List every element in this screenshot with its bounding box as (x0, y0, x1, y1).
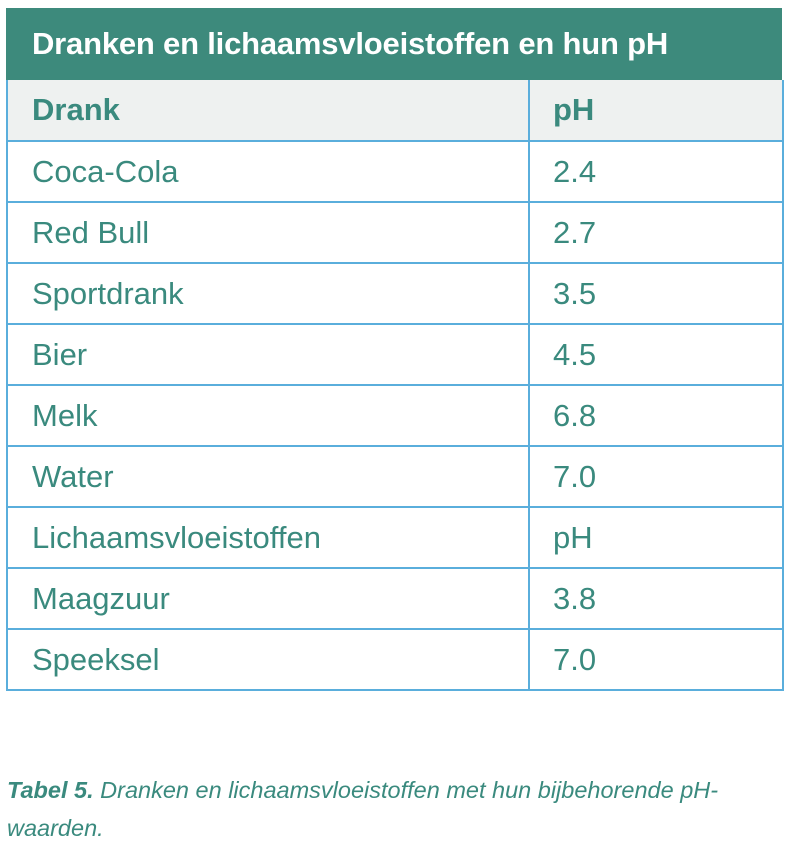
row-name: Maagzuur (6, 567, 530, 630)
table-row: Maagzuur 3.8 (6, 567, 784, 630)
caption-text: Dranken en lichaamsvloeistoffen met hun … (7, 777, 719, 841)
row-name: Melk (6, 384, 530, 447)
table-title: Dranken en lichaamsvloeistoffen en hun p… (6, 8, 782, 80)
row-ph: 4.5 (528, 323, 784, 386)
table-row: Bier 4.5 (6, 323, 784, 386)
table-subheader-row: Lichaamsvloeistoffen pH (6, 506, 784, 569)
row-ph: pH (528, 506, 784, 569)
row-name: Lichaamsvloeistoffen (6, 506, 530, 569)
table-row: Water 7.0 (6, 445, 784, 508)
row-ph: 6.8 (528, 384, 784, 447)
table-row: Coca-Cola 2.4 (6, 140, 784, 203)
table-row: Melk 6.8 (6, 384, 784, 447)
row-name: Red Bull (6, 201, 530, 264)
row-ph: 2.4 (528, 140, 784, 203)
row-name: Sportdrank (6, 262, 530, 325)
row-ph: 7.0 (528, 445, 784, 508)
row-ph: 2.7 (528, 201, 784, 264)
header-ph: pH (528, 80, 784, 142)
table-row: Sportdrank 3.5 (6, 262, 784, 325)
table-caption: Tabel 5. Dranken en lichaamsvloeistoffen… (7, 771, 787, 847)
row-ph: 7.0 (528, 628, 784, 691)
row-ph: 3.8 (528, 567, 784, 630)
row-ph: 3.5 (528, 262, 784, 325)
table-header-row: Drank pH (6, 80, 784, 142)
row-name: Bier (6, 323, 530, 386)
row-name: Speeksel (6, 628, 530, 691)
table-row: Red Bull 2.7 (6, 201, 784, 264)
header-drink: Drank (6, 80, 530, 142)
caption-label: Tabel 5. (7, 777, 94, 803)
row-name: Water (6, 445, 530, 508)
table-grid: Drank pH Coca-Cola 2.4 Red Bull 2.7 Spor… (6, 80, 784, 691)
ph-table: Dranken en lichaamsvloeistoffen en hun p… (6, 8, 784, 691)
table-row: Speeksel 7.0 (6, 628, 784, 691)
row-name: Coca-Cola (6, 140, 530, 203)
